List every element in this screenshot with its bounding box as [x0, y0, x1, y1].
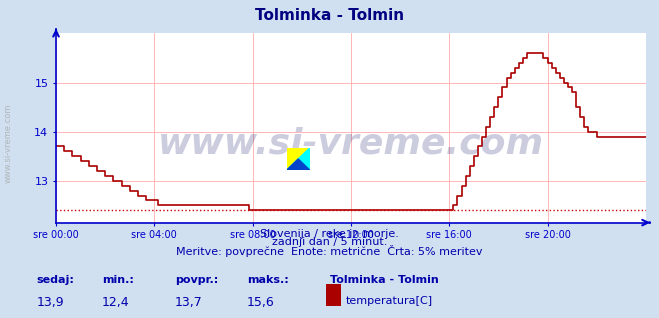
Text: 13,7: 13,7	[175, 296, 202, 309]
Text: 13,9: 13,9	[36, 296, 64, 309]
Text: sedaj:: sedaj:	[36, 275, 74, 285]
Polygon shape	[287, 148, 310, 170]
Text: 15,6: 15,6	[247, 296, 275, 309]
Polygon shape	[287, 159, 310, 170]
Text: www.si-vreme.com: www.si-vreme.com	[3, 103, 13, 183]
Text: Meritve: povprečne  Enote: metrične  Črta: 5% meritev: Meritve: povprečne Enote: metrične Črta:…	[176, 245, 483, 258]
Text: 12,4: 12,4	[102, 296, 130, 309]
Text: zadnji dan / 5 minut.: zadnji dan / 5 minut.	[272, 237, 387, 247]
Text: Tolminka - Tolmin: Tolminka - Tolmin	[255, 8, 404, 23]
Text: maks.:: maks.:	[247, 275, 289, 285]
Text: Slovenija / reke in morje.: Slovenija / reke in morje.	[260, 229, 399, 239]
Polygon shape	[287, 148, 310, 170]
Text: povpr.:: povpr.:	[175, 275, 218, 285]
Text: min.:: min.:	[102, 275, 134, 285]
Text: www.si-vreme.com: www.si-vreme.com	[158, 126, 544, 160]
Text: temperatura[C]: temperatura[C]	[345, 296, 432, 306]
Text: Tolminka - Tolmin: Tolminka - Tolmin	[330, 275, 438, 285]
